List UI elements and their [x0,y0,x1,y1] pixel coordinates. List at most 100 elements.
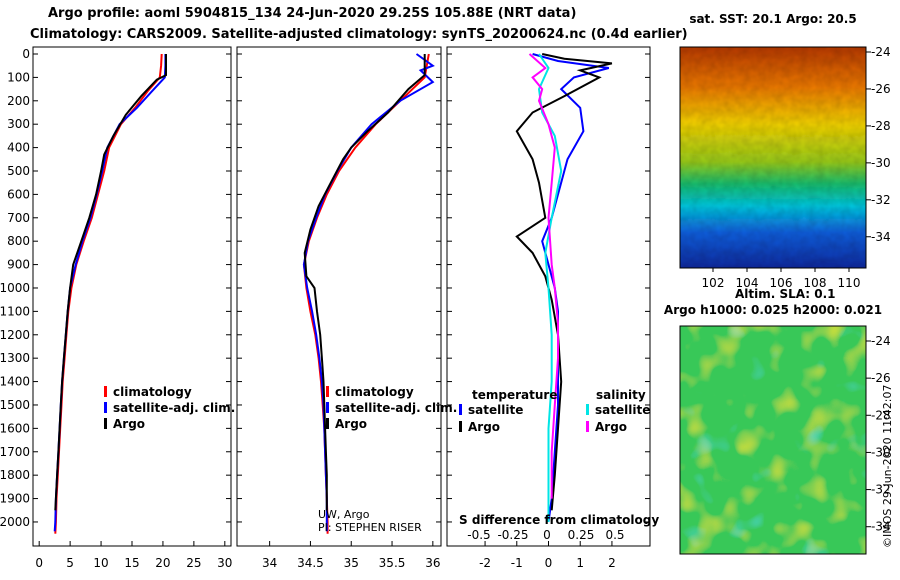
map-y-tick-label: -30 [871,156,891,170]
series-line [303,54,426,511]
legend-label: satellite-adj. clim. [335,401,457,415]
panel-frame-2 [236,46,442,547]
footer-credit: ©IMOS 29-Jun-2020 11:42:07 [881,384,894,548]
map-x-tick-label: 106 [770,276,793,290]
legend-marker [326,418,329,429]
annotation-institution: UW, Argo [318,508,370,521]
map-y-tick-label: -32 [871,483,891,497]
depth-tick-label: 200 [7,94,30,108]
legend-marker [104,418,107,429]
legend-header-salinity: salinity [596,388,646,402]
depth-tick-label: 400 [7,141,30,155]
depth-tick-label: 500 [7,164,30,178]
x-tick-label: 20 [155,556,170,570]
map-y-tick-label: -26 [871,82,891,96]
depth-tick-label: 600 [7,187,30,201]
x-tick-label: 15 [124,556,139,570]
legend-header-temperature: temperature [472,388,557,402]
map-y-tick-label: -24 [871,334,891,348]
sla-map-title: Argo h1000: 0.025 h2000: 0.021 [664,303,882,317]
map-y-tick-label: -32 [871,193,891,207]
series-line [54,53,163,534]
annotation-pi: PI: STEPHEN RISER [318,521,422,534]
legend-label: Argo [113,417,145,431]
legend-marker [326,402,329,413]
depth-tick-label: 900 [7,258,30,272]
x-tick-label: 36 [425,556,440,570]
x-tick-label: 10 [93,556,108,570]
series-line [515,53,613,511]
map-x-tick-label: 108 [804,276,827,290]
depth-tick-label: 1200 [0,328,30,342]
legend-marker [326,386,329,397]
depth-tick-label: 1500 [0,398,30,412]
depth-tick-label: 1700 [0,445,30,459]
s-tick-label: 0.25 [568,528,595,542]
depth-tick-label: 0 [22,47,30,61]
map-x-tick-label: 104 [736,276,759,290]
depth-tick-label: 2000 [0,515,30,529]
title-line-1: Argo profile: aoml 5904815_134 24-Jun-20… [48,6,577,21]
x-tick-label: -2 [479,556,491,570]
panel-frame-1 [32,46,232,547]
x-tick-label: 30 [217,556,232,570]
legend-marker [104,386,107,397]
s-tick-label: -0.25 [497,528,528,542]
map-y-tick-label: -34 [871,230,891,244]
legend-label: Argo [468,420,500,434]
depth-tick-label: 1100 [0,304,30,318]
series-line [302,53,430,534]
depth-tick-label: 1400 [0,375,30,389]
legend-label: satellite-adj. clim. [113,401,235,415]
map-x-tick-label: 110 [838,276,861,290]
legend-label: satellite [595,403,650,417]
series-line [302,53,435,532]
s-tick-label: 0 [543,528,551,542]
map-y-tick-label: -30 [871,445,891,459]
legend-marker [586,404,589,415]
depth-tick-label: 100 [7,70,30,84]
legend-label: satellite [468,403,523,417]
x-tick-label: 34.5 [297,556,324,570]
map-x-tick-label: 102 [702,276,725,290]
x-tick-label: -1 [511,556,523,570]
map-y-tick-label: -34 [871,520,891,534]
depth-tick-label: 700 [7,211,30,225]
x-tick-label: 0 [35,556,43,570]
title-line-2: Climatology: CARS2009. Satellite-adjuste… [30,27,688,42]
depth-tick-label: 1600 [0,421,30,435]
map-y-tick-label: -26 [871,371,891,385]
series-line [528,53,559,499]
series-line [54,54,167,511]
depth-tick-label: 1000 [0,281,30,295]
map-y-tick-label: -28 [871,119,891,133]
x-tick-label: 5 [66,556,74,570]
legend-marker [104,402,107,413]
depth-tick-label: 800 [7,234,30,248]
x-tick-label: 35.5 [379,556,406,570]
depth-tick-label: 1300 [0,351,30,365]
series-line [537,53,563,522]
sst-map-title: sat. SST: 20.1 Argo: 20.5 [689,12,856,26]
legend-label: climatology [113,385,192,399]
s-tick-label: -0.5 [467,528,490,542]
x-tick-label: 0 [545,556,553,570]
sla-map-frame [679,325,867,555]
sla-map-field [680,326,866,554]
x-tick-label: 34 [262,556,277,570]
s-tick-label: 0.5 [605,528,624,542]
map-y-tick-label: -24 [871,45,891,59]
sst-map-frame [679,46,867,269]
legend-marker [459,404,462,415]
legend-marker [586,421,589,432]
x-tick-label: 25 [186,556,201,570]
x-tick-label: 2 [608,556,616,570]
legend-marker [459,421,462,432]
legend-label: Argo [595,420,627,434]
map-y-tick-label: -28 [871,408,891,422]
legend-label: climatology [335,385,414,399]
depth-tick-label: 1800 [0,468,30,482]
depth-tick-label: 1900 [0,492,30,506]
legend-label: Argo [335,417,367,431]
